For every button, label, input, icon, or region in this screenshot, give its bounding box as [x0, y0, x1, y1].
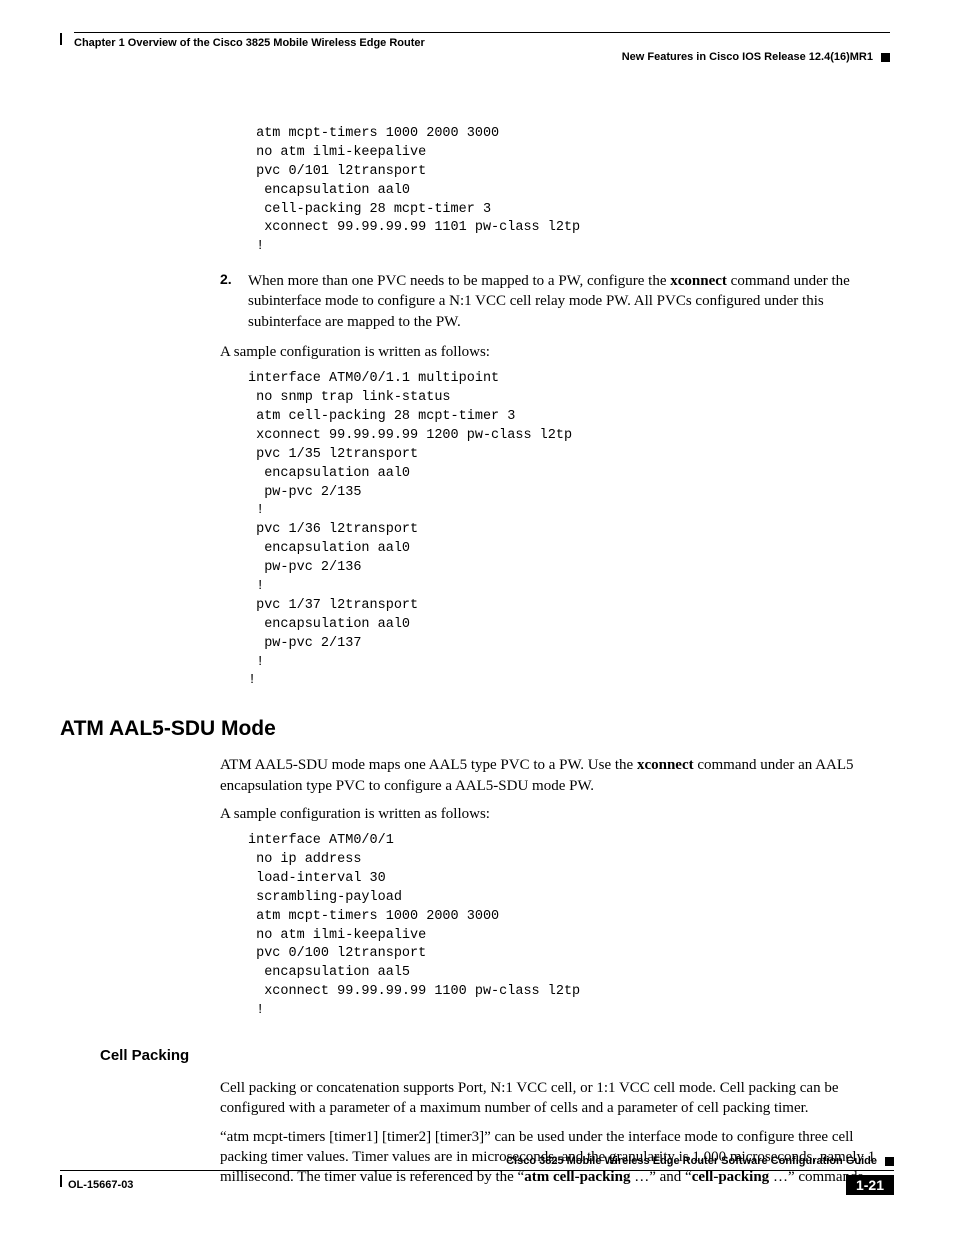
footer-square-icon — [885, 1157, 894, 1166]
code-block-1: atm mcpt-timers 1000 2000 3000 no atm il… — [248, 125, 884, 257]
footer-tick-mark — [60, 1175, 62, 1187]
step2-pre: When more than one PVC needs to be mappe… — [248, 273, 670, 289]
step2-bold: xconnect — [670, 273, 727, 289]
header-tick-mark — [60, 33, 62, 45]
footer-guide-title: Cisco 3825 Mobile Wireless Edge Router S… — [506, 1155, 877, 1167]
sample-intro-2: A sample configuration is written as fol… — [220, 804, 884, 824]
code-block-3: interface ATM0/0/1 no ip address load-in… — [248, 832, 884, 1021]
step-number: 2. — [220, 271, 238, 332]
code-block-2: interface ATM0/0/1.1 multipoint no snmp … — [248, 370, 884, 691]
step-2-row: 2. When more than one PVC needs to be ma… — [220, 271, 884, 332]
header-square-icon — [881, 53, 890, 62]
cell-para-1: Cell packing or concatenation supports P… — [220, 1078, 884, 1119]
aal5-pre: ATM AAL5-SDU mode maps one AAL5 type PVC… — [220, 757, 637, 773]
aal5-bold: xconnect — [637, 757, 694, 773]
heading-cell-packing: Cell Packing — [100, 1047, 884, 1064]
doc-id: OL-15667-03 — [68, 1179, 133, 1191]
page-number: 1-21 — [846, 1175, 894, 1195]
sample-intro-1: A sample configuration is written as fol… — [220, 342, 884, 362]
running-header: Chapter 1 Overview of the Cisco 3825 Mob… — [74, 32, 890, 63]
aal5-paragraph: ATM AAL5-SDU mode maps one AAL5 type PVC… — [220, 755, 884, 796]
section-title-header: New Features in Cisco IOS Release 12.4(1… — [622, 51, 873, 63]
chapter-breadcrumb: Chapter 1 Overview of the Cisco 3825 Mob… — [74, 37, 890, 49]
page-footer: Cisco 3825 Mobile Wireless Edge Router S… — [60, 1155, 894, 1195]
heading-aal5: ATM AAL5-SDU Mode — [60, 717, 884, 741]
step-2-text: When more than one PVC needs to be mappe… — [248, 271, 884, 332]
